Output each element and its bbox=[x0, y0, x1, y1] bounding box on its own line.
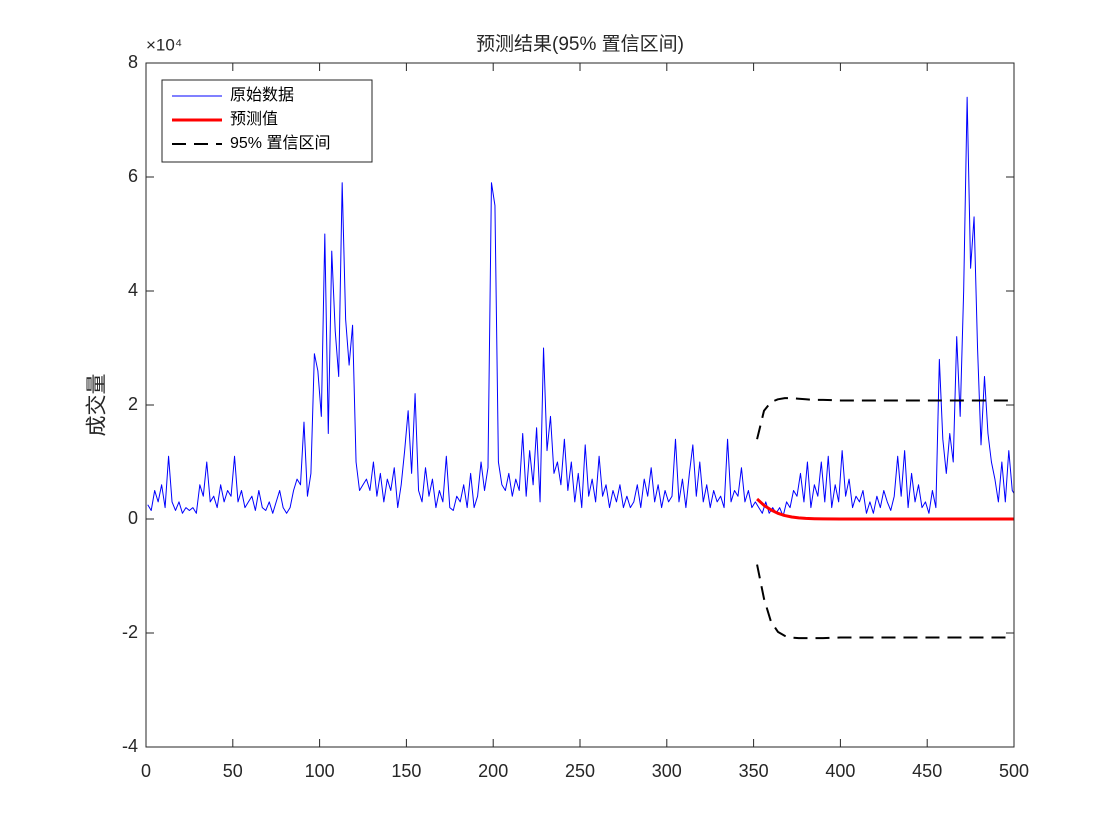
series-line bbox=[756, 397, 1014, 440]
series-line bbox=[756, 497, 1014, 521]
y-axis-label: 成交量 bbox=[86, 374, 109, 437]
legend-label: 原始数据 bbox=[230, 86, 294, 104]
x-tick-label: 350 bbox=[739, 761, 769, 781]
y-tick-label: -4 bbox=[122, 736, 138, 756]
x-tick-label: 300 bbox=[652, 761, 682, 781]
legend-box bbox=[161, 79, 373, 163]
x-tick-label: 500 bbox=[999, 761, 1029, 781]
legend-label: 95% 置信区间 bbox=[230, 134, 330, 152]
y-tick-label: 8 bbox=[128, 52, 138, 72]
x-tick-label: 50 bbox=[223, 761, 243, 781]
x-tick-label: 450 bbox=[912, 761, 942, 781]
x-tick-label: 150 bbox=[391, 761, 421, 781]
series-line bbox=[756, 564, 1014, 640]
x-tick-label: 250 bbox=[565, 761, 595, 781]
y-tick-label: -2 bbox=[122, 622, 138, 642]
chart-title: 预测结果(95% 置信区间) bbox=[476, 33, 684, 55]
legend-label: 预测值 bbox=[230, 110, 278, 128]
y-tick-label: 4 bbox=[128, 280, 138, 300]
y-tick-label: 2 bbox=[128, 394, 138, 414]
y-exponent-label: ×10⁴ bbox=[146, 35, 182, 54]
y-tick-label: 0 bbox=[128, 508, 138, 528]
x-tick-label: 100 bbox=[305, 761, 335, 781]
y-tick-label: 6 bbox=[128, 166, 138, 186]
x-tick-label: 200 bbox=[478, 761, 508, 781]
x-tick-label: 0 bbox=[141, 761, 151, 781]
series-line bbox=[147, 96, 1015, 517]
x-tick-label: 400 bbox=[825, 761, 855, 781]
axes-box bbox=[145, 62, 1015, 748]
